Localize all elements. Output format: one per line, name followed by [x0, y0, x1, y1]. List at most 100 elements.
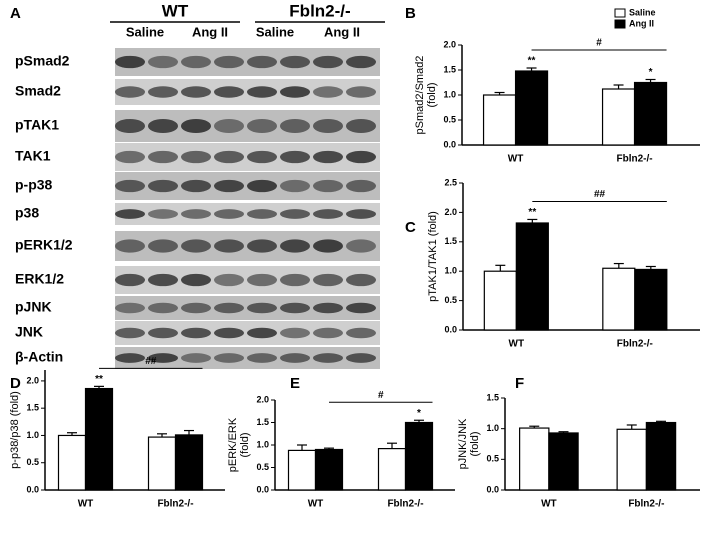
blot-band — [148, 55, 178, 69]
blot-band — [280, 150, 310, 164]
blot-band — [115, 150, 145, 164]
legend-label: Ang II — [629, 18, 654, 28]
blot-band — [346, 239, 376, 253]
blot-band — [280, 353, 310, 363]
blot-band — [280, 86, 310, 98]
y-tick-label: 1.5 — [443, 64, 456, 74]
bar — [602, 267, 636, 331]
blot-band — [214, 55, 244, 69]
blot-band — [346, 86, 376, 98]
blot-band — [115, 118, 145, 134]
bar — [634, 268, 668, 331]
blot-band — [115, 179, 145, 193]
bar — [482, 94, 517, 146]
blot-band — [313, 118, 343, 134]
blot-row-label: pERK1/2 — [15, 237, 73, 253]
blot-band — [115, 327, 145, 339]
group-header: WT — [162, 1, 189, 20]
y-axis-label: (fold) — [469, 431, 481, 456]
blot-row-label: pJNK — [15, 299, 52, 315]
blot-band — [214, 273, 244, 287]
blot-band — [148, 150, 178, 164]
significance: * — [417, 408, 421, 419]
blot-band — [181, 55, 211, 69]
blot-row-label: p38 — [15, 205, 39, 221]
blot-band — [214, 179, 244, 193]
blot-band — [181, 302, 211, 314]
y-axis-label: pJNK/JNK — [457, 418, 469, 469]
blot-band — [148, 353, 178, 363]
bar — [287, 449, 317, 491]
blot-band — [115, 209, 145, 219]
blot-row-label: Smad2 — [15, 83, 61, 99]
x-tick-label: WT — [541, 499, 557, 510]
y-tick-label: 0.0 — [444, 324, 457, 334]
bar — [616, 428, 647, 491]
blot-band — [115, 55, 145, 69]
x-tick-label: WT — [508, 154, 524, 165]
y-tick-label: 2.0 — [256, 394, 269, 404]
panel-label: C — [405, 219, 416, 236]
significance: ** — [528, 207, 536, 218]
bar — [377, 448, 407, 491]
panel-label: F — [515, 375, 524, 392]
blot-band — [115, 273, 145, 287]
bar — [515, 222, 549, 331]
blot-band — [247, 209, 277, 219]
y-axis-label: pERK/ERK — [227, 417, 239, 472]
blot-band — [181, 179, 211, 193]
blot-band — [214, 150, 244, 164]
blot-row-label: β-Actin — [15, 349, 63, 365]
bar — [519, 427, 550, 491]
y-tick-label: 1.5 — [26, 403, 39, 413]
y-axis-label: pSmad2/Smad2 — [414, 56, 426, 135]
comparison-label: ## — [594, 189, 606, 200]
blot-band — [313, 353, 343, 363]
panel-label: E — [290, 375, 300, 392]
y-tick-label: 2.5 — [444, 177, 457, 187]
blot-band — [346, 273, 376, 287]
group-header: Fbln2-/- — [289, 1, 350, 20]
y-tick-label: 2.0 — [26, 375, 39, 385]
blot-row-label: ERK1/2 — [15, 271, 64, 287]
condition-header: Ang II — [324, 24, 360, 39]
blot-band — [346, 353, 376, 363]
blot-band — [148, 86, 178, 98]
bar — [84, 387, 114, 491]
blot-band — [115, 353, 145, 363]
blot-band — [214, 353, 244, 363]
significance: ** — [528, 56, 536, 67]
blot-band — [346, 302, 376, 314]
comparison-label: ## — [145, 356, 157, 367]
blot-band — [280, 209, 310, 219]
blot-band — [280, 273, 310, 287]
y-axis-label: pTAK1/TAK1 (fold) — [427, 211, 439, 302]
blot-band — [313, 239, 343, 253]
blot-band — [247, 55, 277, 69]
blot-band — [181, 239, 211, 253]
blot-row-label: JNK — [15, 324, 43, 340]
blot-band — [313, 179, 343, 193]
y-tick-label: 0.5 — [443, 114, 456, 124]
comparison-label: # — [596, 38, 602, 49]
x-tick-label: WT — [509, 339, 525, 350]
blot-row-label: TAK1 — [15, 148, 51, 164]
y-tick-label: 0.5 — [486, 454, 499, 464]
comparison-label: # — [378, 390, 384, 401]
x-tick-label: Fbln2-/- — [616, 154, 652, 165]
bar — [601, 88, 636, 146]
y-tick-label: 1.0 — [26, 430, 39, 440]
blot-band — [247, 118, 277, 134]
blot-band — [280, 118, 310, 134]
blot-band — [148, 209, 178, 219]
blot-band — [313, 150, 343, 164]
blot-band — [280, 239, 310, 253]
blot-band — [148, 239, 178, 253]
bar — [483, 270, 517, 331]
blot-band — [247, 150, 277, 164]
blot-band — [247, 273, 277, 287]
x-tick-label: Fbln2-/- — [628, 499, 664, 510]
blot-band — [346, 118, 376, 134]
blot-band — [181, 150, 211, 164]
